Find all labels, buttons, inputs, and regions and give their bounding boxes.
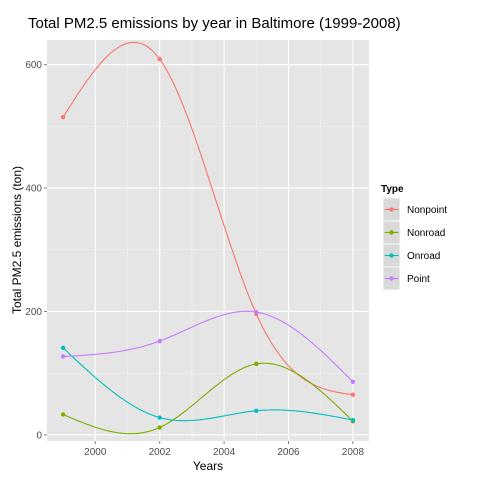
- x-tick-label: 2006: [277, 447, 300, 458]
- data-point-onroad: [61, 346, 65, 350]
- data-point-nonroad: [254, 362, 258, 366]
- x-tick-label: 2008: [342, 447, 365, 458]
- y-axis-title: Total PM2.5 emissions (ton): [10, 166, 24, 314]
- legend-key-point-point: [389, 276, 393, 280]
- legend-label-point: Point: [407, 274, 430, 285]
- data-point-nonroad: [61, 412, 65, 416]
- y-tick-label: 400: [25, 184, 42, 195]
- data-point-point: [254, 310, 258, 314]
- y-tick-label: 600: [25, 60, 42, 71]
- data-point-nonpoint: [158, 57, 162, 61]
- x-tick-label: 2004: [213, 447, 236, 458]
- y-tick-label: 200: [25, 307, 42, 318]
- data-point-point: [158, 339, 162, 343]
- data-point-nonroad: [158, 425, 162, 429]
- data-point-point: [351, 380, 355, 384]
- legend-label-nonroad: Nonroad: [407, 228, 445, 239]
- legend-title: Type: [381, 184, 404, 195]
- x-tick-label: 2000: [84, 447, 107, 458]
- data-point-onroad: [254, 409, 258, 413]
- chart-title: Total PM2.5 emissions by year in Baltimo…: [28, 15, 401, 32]
- x-axis-title: Years: [193, 459, 223, 473]
- data-point-point: [61, 354, 65, 358]
- x-tick-label: 2002: [149, 447, 172, 458]
- legend-key-point-nonroad: [389, 230, 393, 234]
- data-point-onroad: [351, 418, 355, 422]
- legend-key-point-nonpoint: [389, 207, 393, 211]
- legend-key-point-onroad: [389, 253, 393, 257]
- data-point-nonpoint: [61, 115, 65, 119]
- legend-label-onroad: Onroad: [407, 251, 440, 262]
- y-tick-label: 0: [36, 430, 42, 441]
- data-point-nonpoint: [351, 393, 355, 397]
- legend-label-nonpoint: Nonpoint: [407, 205, 447, 216]
- data-point-onroad: [158, 415, 162, 419]
